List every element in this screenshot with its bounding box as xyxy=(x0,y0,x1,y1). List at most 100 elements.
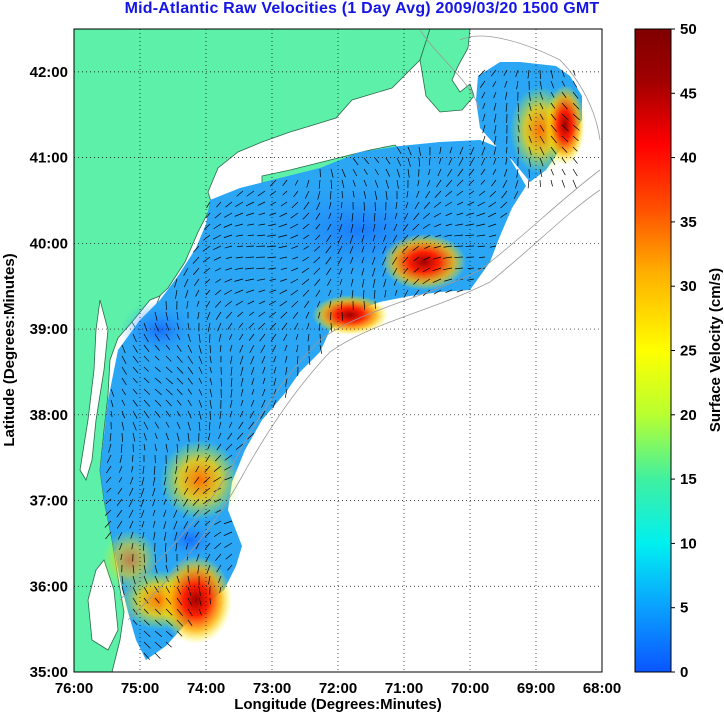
lon-tick-label: 69:00 xyxy=(517,680,555,697)
velocity-vector xyxy=(176,630,183,637)
lat-tick-label: 40:00 xyxy=(30,235,68,252)
velocity-vector xyxy=(372,245,376,253)
velocity-vector xyxy=(374,179,379,188)
velocity-vector xyxy=(165,366,173,373)
velocity-vector xyxy=(218,432,222,439)
velocity-vector xyxy=(154,564,158,574)
velocity-vector xyxy=(248,421,255,430)
velocity-vector xyxy=(256,267,266,270)
velocity-vector xyxy=(165,597,172,605)
velocity-vector xyxy=(448,157,453,166)
velocity-vector xyxy=(561,80,566,87)
velocity-vector xyxy=(209,410,211,420)
velocity-vector xyxy=(224,300,233,307)
velocity-vector xyxy=(480,80,486,88)
velocity-vector xyxy=(224,245,233,249)
velocity-vector xyxy=(363,190,367,199)
velocity-vector xyxy=(258,289,266,293)
velocity-vector xyxy=(229,410,233,418)
velocity-vector xyxy=(246,289,255,293)
velocity-vector xyxy=(527,69,530,79)
velocity-vector xyxy=(279,289,288,294)
velocity-vector xyxy=(257,201,266,206)
velocity-vector xyxy=(198,421,201,431)
velocity-vector xyxy=(284,344,288,352)
velocity-vector xyxy=(165,630,173,637)
velocity-vector xyxy=(176,608,184,617)
velocity-vector xyxy=(154,432,158,439)
velocity-vector xyxy=(193,245,200,253)
velocity-vector xyxy=(132,344,138,353)
velocity-vector xyxy=(361,223,365,233)
velocity-vector xyxy=(329,300,332,308)
lon-tick-label: 71:00 xyxy=(385,680,423,697)
velocity-vector xyxy=(239,355,244,365)
velocity-vector xyxy=(209,366,212,374)
velocity-vector xyxy=(361,278,365,288)
velocity-vector xyxy=(184,531,189,540)
velocity-vector xyxy=(272,344,277,353)
colorbar-tick-label: 0 xyxy=(680,664,688,681)
velocity-vector xyxy=(257,190,266,197)
velocity-vector xyxy=(198,586,201,596)
velocity-vector xyxy=(187,432,190,442)
velocity-vector xyxy=(132,586,138,596)
velocity-vector xyxy=(247,234,255,237)
velocity-vector xyxy=(214,454,222,462)
velocity-vector xyxy=(165,344,171,351)
velocity-vector xyxy=(154,421,160,429)
velocity-vector xyxy=(213,476,222,482)
velocity-vector xyxy=(407,146,412,156)
velocity-vector xyxy=(142,542,145,551)
velocity-vector xyxy=(352,168,358,177)
velocity-vector xyxy=(143,366,149,372)
velocity-vector xyxy=(214,212,222,219)
velocity-vector xyxy=(116,509,123,518)
velocity-vector xyxy=(443,245,453,248)
velocity-vector xyxy=(198,388,203,396)
velocity-vector xyxy=(198,366,203,374)
velocity-vector xyxy=(104,520,112,528)
velocity-vector xyxy=(349,245,354,254)
velocity-vector xyxy=(465,234,475,237)
velocity-vector xyxy=(433,245,442,249)
velocity-vector xyxy=(204,278,211,285)
velocity-vector xyxy=(315,289,321,297)
velocity-vector xyxy=(305,311,310,319)
velocity-vector xyxy=(225,443,233,451)
velocity-vector xyxy=(163,531,167,541)
velocity-vector xyxy=(373,223,376,232)
velocity-vector xyxy=(152,520,156,528)
velocity-vector xyxy=(313,256,321,264)
velocity-vector xyxy=(235,201,244,207)
velocity-vector xyxy=(338,267,343,275)
velocity-vector xyxy=(106,454,112,464)
velocity-vector xyxy=(337,256,343,265)
velocity-vector xyxy=(121,355,127,365)
velocity-vector xyxy=(270,333,277,342)
velocity-vector xyxy=(229,333,233,341)
velocity-vector xyxy=(224,465,233,471)
colorbar-tick-label: 45 xyxy=(680,85,697,102)
velocity-vector xyxy=(517,113,520,123)
velocity-vector xyxy=(291,245,299,249)
velocity-vector xyxy=(185,542,189,550)
velocity-vector xyxy=(224,542,233,548)
velocity-vector xyxy=(423,201,431,209)
velocity-vector xyxy=(106,487,112,493)
velocity-vector xyxy=(120,443,123,453)
velocity-vector xyxy=(501,190,508,199)
velocity-vector xyxy=(362,212,365,223)
velocity-vector xyxy=(444,278,453,282)
velocity-vector xyxy=(352,157,359,166)
velocity-vector xyxy=(268,311,277,318)
velocity-vector xyxy=(341,311,344,321)
velocity-vector xyxy=(118,476,123,483)
velocity-vector xyxy=(175,465,178,475)
velocity-vector xyxy=(572,69,576,76)
velocity-vector xyxy=(492,80,497,88)
colorbar-tick-label: 15 xyxy=(680,471,697,488)
velocity-vector xyxy=(116,520,123,529)
velocity-vector xyxy=(458,157,464,166)
velocity-vector xyxy=(424,245,431,250)
